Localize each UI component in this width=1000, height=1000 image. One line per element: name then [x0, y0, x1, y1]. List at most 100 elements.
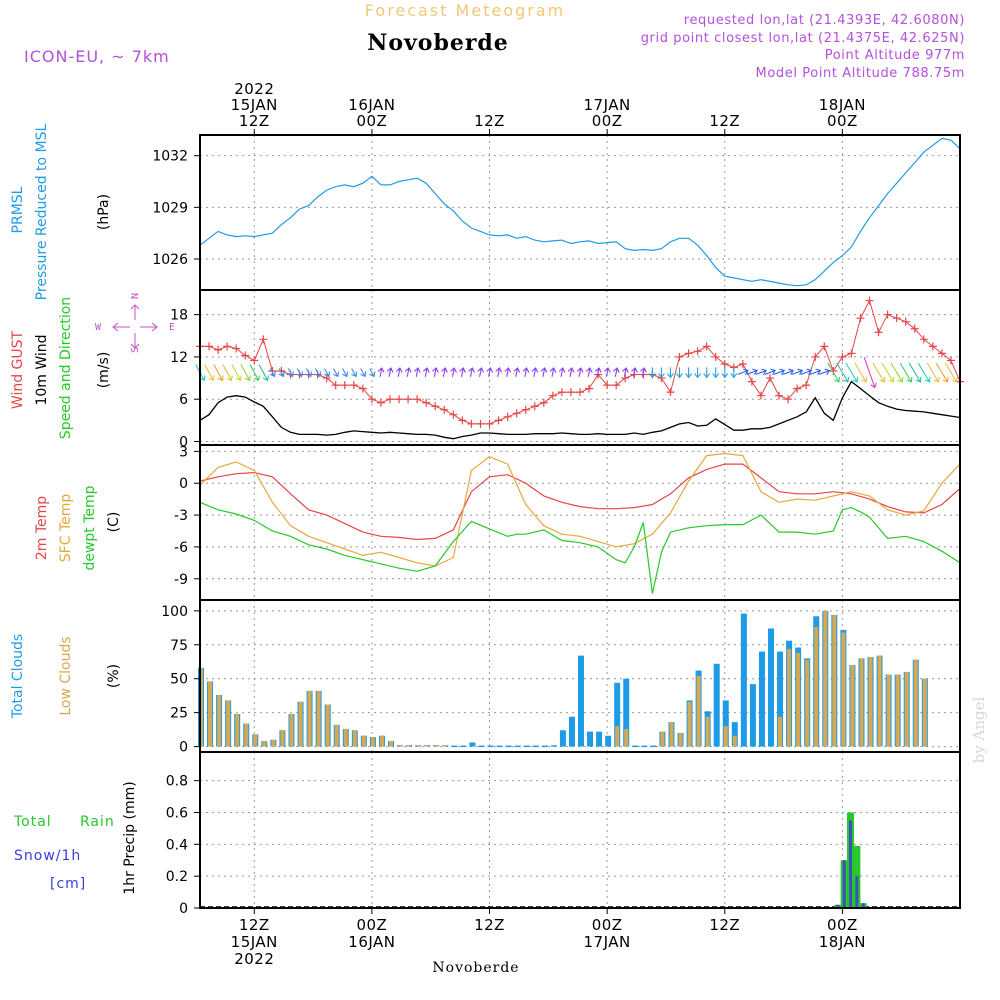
gust-marker	[756, 391, 765, 400]
cloud-bar-total	[523, 745, 530, 748]
wind-arrow	[737, 368, 749, 375]
gust-marker	[883, 310, 892, 319]
gust-marker	[395, 395, 404, 404]
wind-arrow	[576, 367, 584, 377]
wind-arrow	[712, 367, 720, 379]
cloud-bar-total	[614, 682, 621, 747]
gust-marker	[503, 412, 512, 421]
cloud-bar-total	[487, 745, 494, 748]
wind-arrow	[809, 368, 822, 375]
gust-marker	[747, 377, 756, 386]
y-tick-label-wind: 12	[170, 350, 188, 366]
wind-arrow	[899, 362, 913, 383]
cloud-bar-low	[334, 724, 339, 747]
cloud-bar-low	[262, 741, 267, 747]
model-altitude: Model Point Altitude 788.75m	[756, 66, 965, 81]
gust-marker	[404, 395, 413, 404]
wind-arrow	[818, 368, 831, 375]
gust-marker	[892, 314, 901, 323]
wind-unit: (m/s)	[96, 352, 112, 389]
wind-arrow	[890, 362, 904, 383]
wind-arrow	[477, 367, 484, 377]
wind-arrow	[567, 367, 575, 377]
wind-arrow	[872, 362, 886, 383]
wind-arrow	[314, 368, 322, 378]
wind-arrow	[495, 367, 503, 377]
grid-layer	[200, 135, 960, 909]
snow-bar	[861, 903, 865, 908]
gust-marker	[847, 349, 856, 358]
snow-bar	[849, 820, 853, 908]
wind-arrow	[342, 368, 349, 378]
cloud-bar-low	[832, 614, 837, 747]
gust-marker	[621, 374, 630, 383]
wind-arrow	[676, 367, 683, 379]
cloud-bar-total	[532, 745, 539, 748]
gust-marker	[259, 335, 268, 344]
cloud-bar-low	[895, 674, 900, 747]
frame-layer	[194, 129, 961, 914]
temp-label-2: SFC Temp	[58, 494, 74, 563]
gust-marker	[232, 344, 241, 353]
footer-station: Novoberde	[432, 960, 519, 976]
wind-arrow	[213, 364, 224, 382]
wind-arrow	[432, 367, 439, 377]
gust-marker	[485, 419, 494, 428]
wind-arrow	[854, 362, 868, 383]
wind-arrow	[631, 367, 638, 377]
wind-arrow	[603, 367, 611, 377]
compass-w: W	[95, 322, 102, 333]
wind-arrow	[622, 367, 629, 377]
gust-marker	[585, 384, 594, 393]
cloud-bar-low	[823, 610, 828, 747]
gust-marker	[277, 367, 286, 376]
data-layer	[112, 137, 964, 908]
wind-arrow	[360, 368, 367, 378]
gust-marker	[440, 405, 449, 414]
cloud-bar-low	[298, 701, 303, 747]
wind-arrow	[386, 367, 394, 377]
wind-arrow	[222, 364, 233, 382]
wind-label-2: 10m Wind	[34, 334, 50, 405]
y-tick-label-cloud: 75	[170, 638, 188, 654]
cloud-bar-low	[379, 735, 384, 747]
gust-marker	[349, 381, 358, 390]
gust-marker	[358, 384, 367, 393]
wind-arrow	[287, 368, 294, 378]
wind-arrow	[369, 368, 376, 378]
wind-arrow	[558, 367, 566, 377]
y-tick-label-precip: 0.8	[166, 774, 188, 790]
cloud-bar-total	[505, 745, 512, 748]
y-tick-label-pressure: 1032	[152, 149, 188, 165]
cloud-bar-total	[623, 678, 630, 747]
cloud-bar-low	[343, 728, 348, 747]
cloud-bar-total	[740, 613, 747, 747]
wind-arrow	[730, 367, 738, 379]
pressure-unit: (hPa)	[96, 194, 112, 230]
cloud-bar-total	[641, 745, 648, 748]
gust-marker	[702, 342, 711, 351]
gust-marker	[684, 349, 693, 358]
time-label-top: 00Z	[592, 112, 623, 130]
cloud-bar-low	[443, 745, 448, 747]
cloud-bar-low	[732, 735, 737, 747]
time-label-top: 00Z	[827, 112, 858, 130]
gust-marker	[530, 402, 539, 411]
snow-bar	[836, 904, 840, 908]
cloud-bar-total	[460, 745, 467, 748]
gust-marker	[793, 384, 802, 393]
gust-marker	[331, 381, 340, 390]
gust-marker	[838, 352, 847, 361]
cloud-bar-total	[451, 745, 458, 748]
wind-arrow	[422, 367, 430, 377]
precip-unit: 1hr Precip (mm)	[122, 781, 138, 894]
cloud-bar-low	[814, 627, 819, 747]
cloud-label-2: Low Clouds	[58, 636, 74, 715]
gust-marker	[775, 391, 784, 400]
temp-label-1: 2m Temp	[34, 496, 50, 560]
cloud-bar-low	[859, 658, 864, 747]
cloud-bar-low	[434, 745, 439, 747]
cloud-bar-low	[398, 745, 403, 747]
cloud-bar-low	[868, 657, 873, 747]
